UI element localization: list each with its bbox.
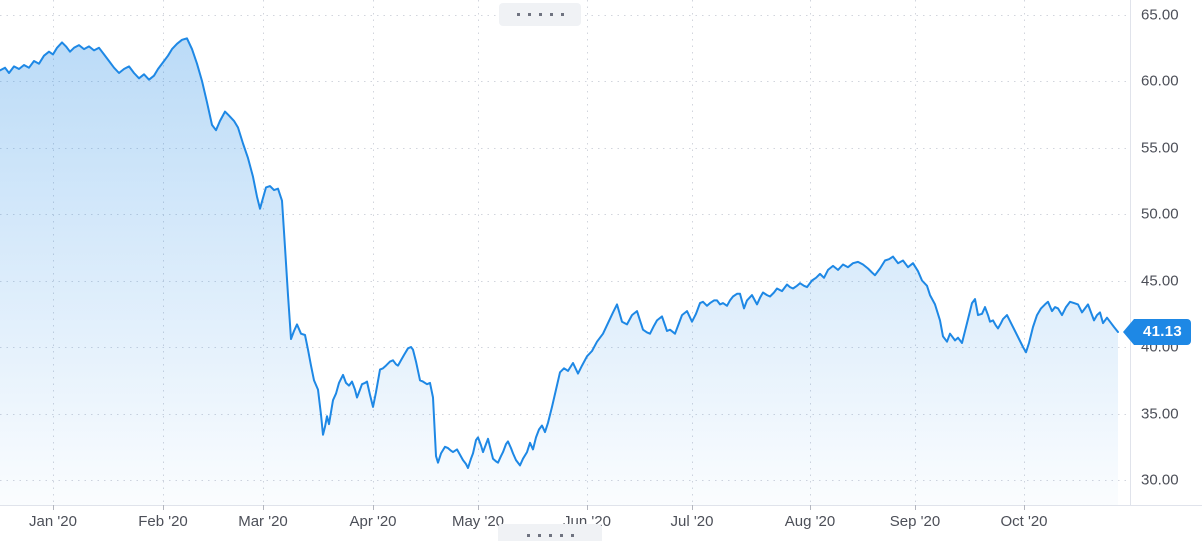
- handle-dot-icon: [537, 534, 541, 537]
- last-price-badge: 41.13: [1123, 318, 1192, 345]
- price-axis-label: 30.00: [1141, 471, 1179, 489]
- handle-dot-icon: [516, 13, 520, 16]
- price-axis-label: 45.00: [1141, 272, 1179, 289]
- handle-dot-icon: [527, 13, 531, 16]
- price-axis-label: 55.00: [1141, 139, 1179, 156]
- time-axis-label: May '20: [451, 513, 505, 530]
- price-axis-label: 65.00: [1141, 6, 1179, 23]
- price-badge-arrow-icon: [1123, 318, 1134, 345]
- handle-dot-icon: [526, 534, 530, 537]
- series-line: [0, 37, 1119, 469]
- handle-dot-icon: [549, 13, 553, 16]
- price-axis-label: 35.00: [1141, 405, 1179, 422]
- pane-separator-handle-bottom[interactable]: [498, 524, 602, 541]
- time-axis-label: Feb '20: [138, 513, 188, 530]
- handle-dot-icon: [560, 13, 564, 16]
- handle-dot-icon: [559, 534, 563, 537]
- time-axis-label: Sep '20: [889, 513, 941, 530]
- time-axis-label: Apr '20: [349, 513, 397, 530]
- time-axis-label: Jul '20: [670, 513, 714, 530]
- pane-separator-handle-top[interactable]: [499, 3, 581, 26]
- price-badge-value: 41.13: [1134, 318, 1192, 345]
- handle-dot-icon: [548, 534, 552, 537]
- time-axis-label: Oct '20: [1000, 513, 1048, 530]
- time-axis-label: Jan '20: [29, 513, 77, 530]
- series-area-fill: [0, 38, 1118, 506]
- time-axis-label: Mar '20: [238, 513, 288, 530]
- time-axis-label: Aug '20: [784, 513, 836, 530]
- price-axis-label: 50.00: [1141, 205, 1179, 223]
- handle-dot-icon: [570, 534, 574, 537]
- handle-dot-icon: [538, 13, 542, 16]
- price-axis-label: 60.00: [1141, 72, 1179, 90]
